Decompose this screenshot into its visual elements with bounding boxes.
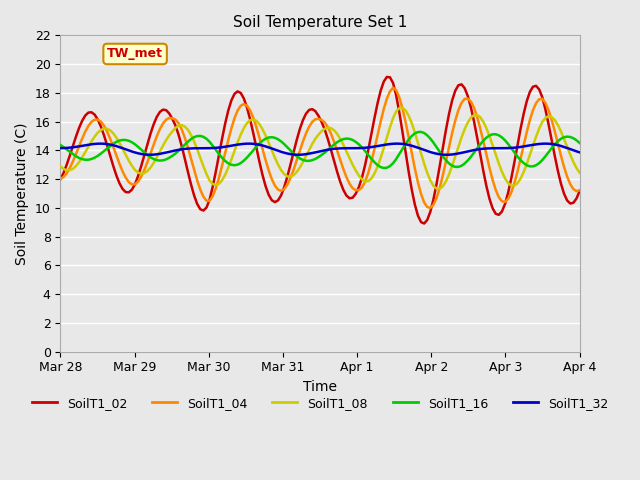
X-axis label: Time: Time bbox=[303, 380, 337, 394]
Text: TW_met: TW_met bbox=[107, 48, 163, 60]
Y-axis label: Soil Temperature (C): Soil Temperature (C) bbox=[15, 122, 29, 264]
Legend: SoilT1_02, SoilT1_04, SoilT1_08, SoilT1_16, SoilT1_32: SoilT1_02, SoilT1_04, SoilT1_08, SoilT1_… bbox=[27, 392, 613, 415]
Title: Soil Temperature Set 1: Soil Temperature Set 1 bbox=[233, 15, 407, 30]
